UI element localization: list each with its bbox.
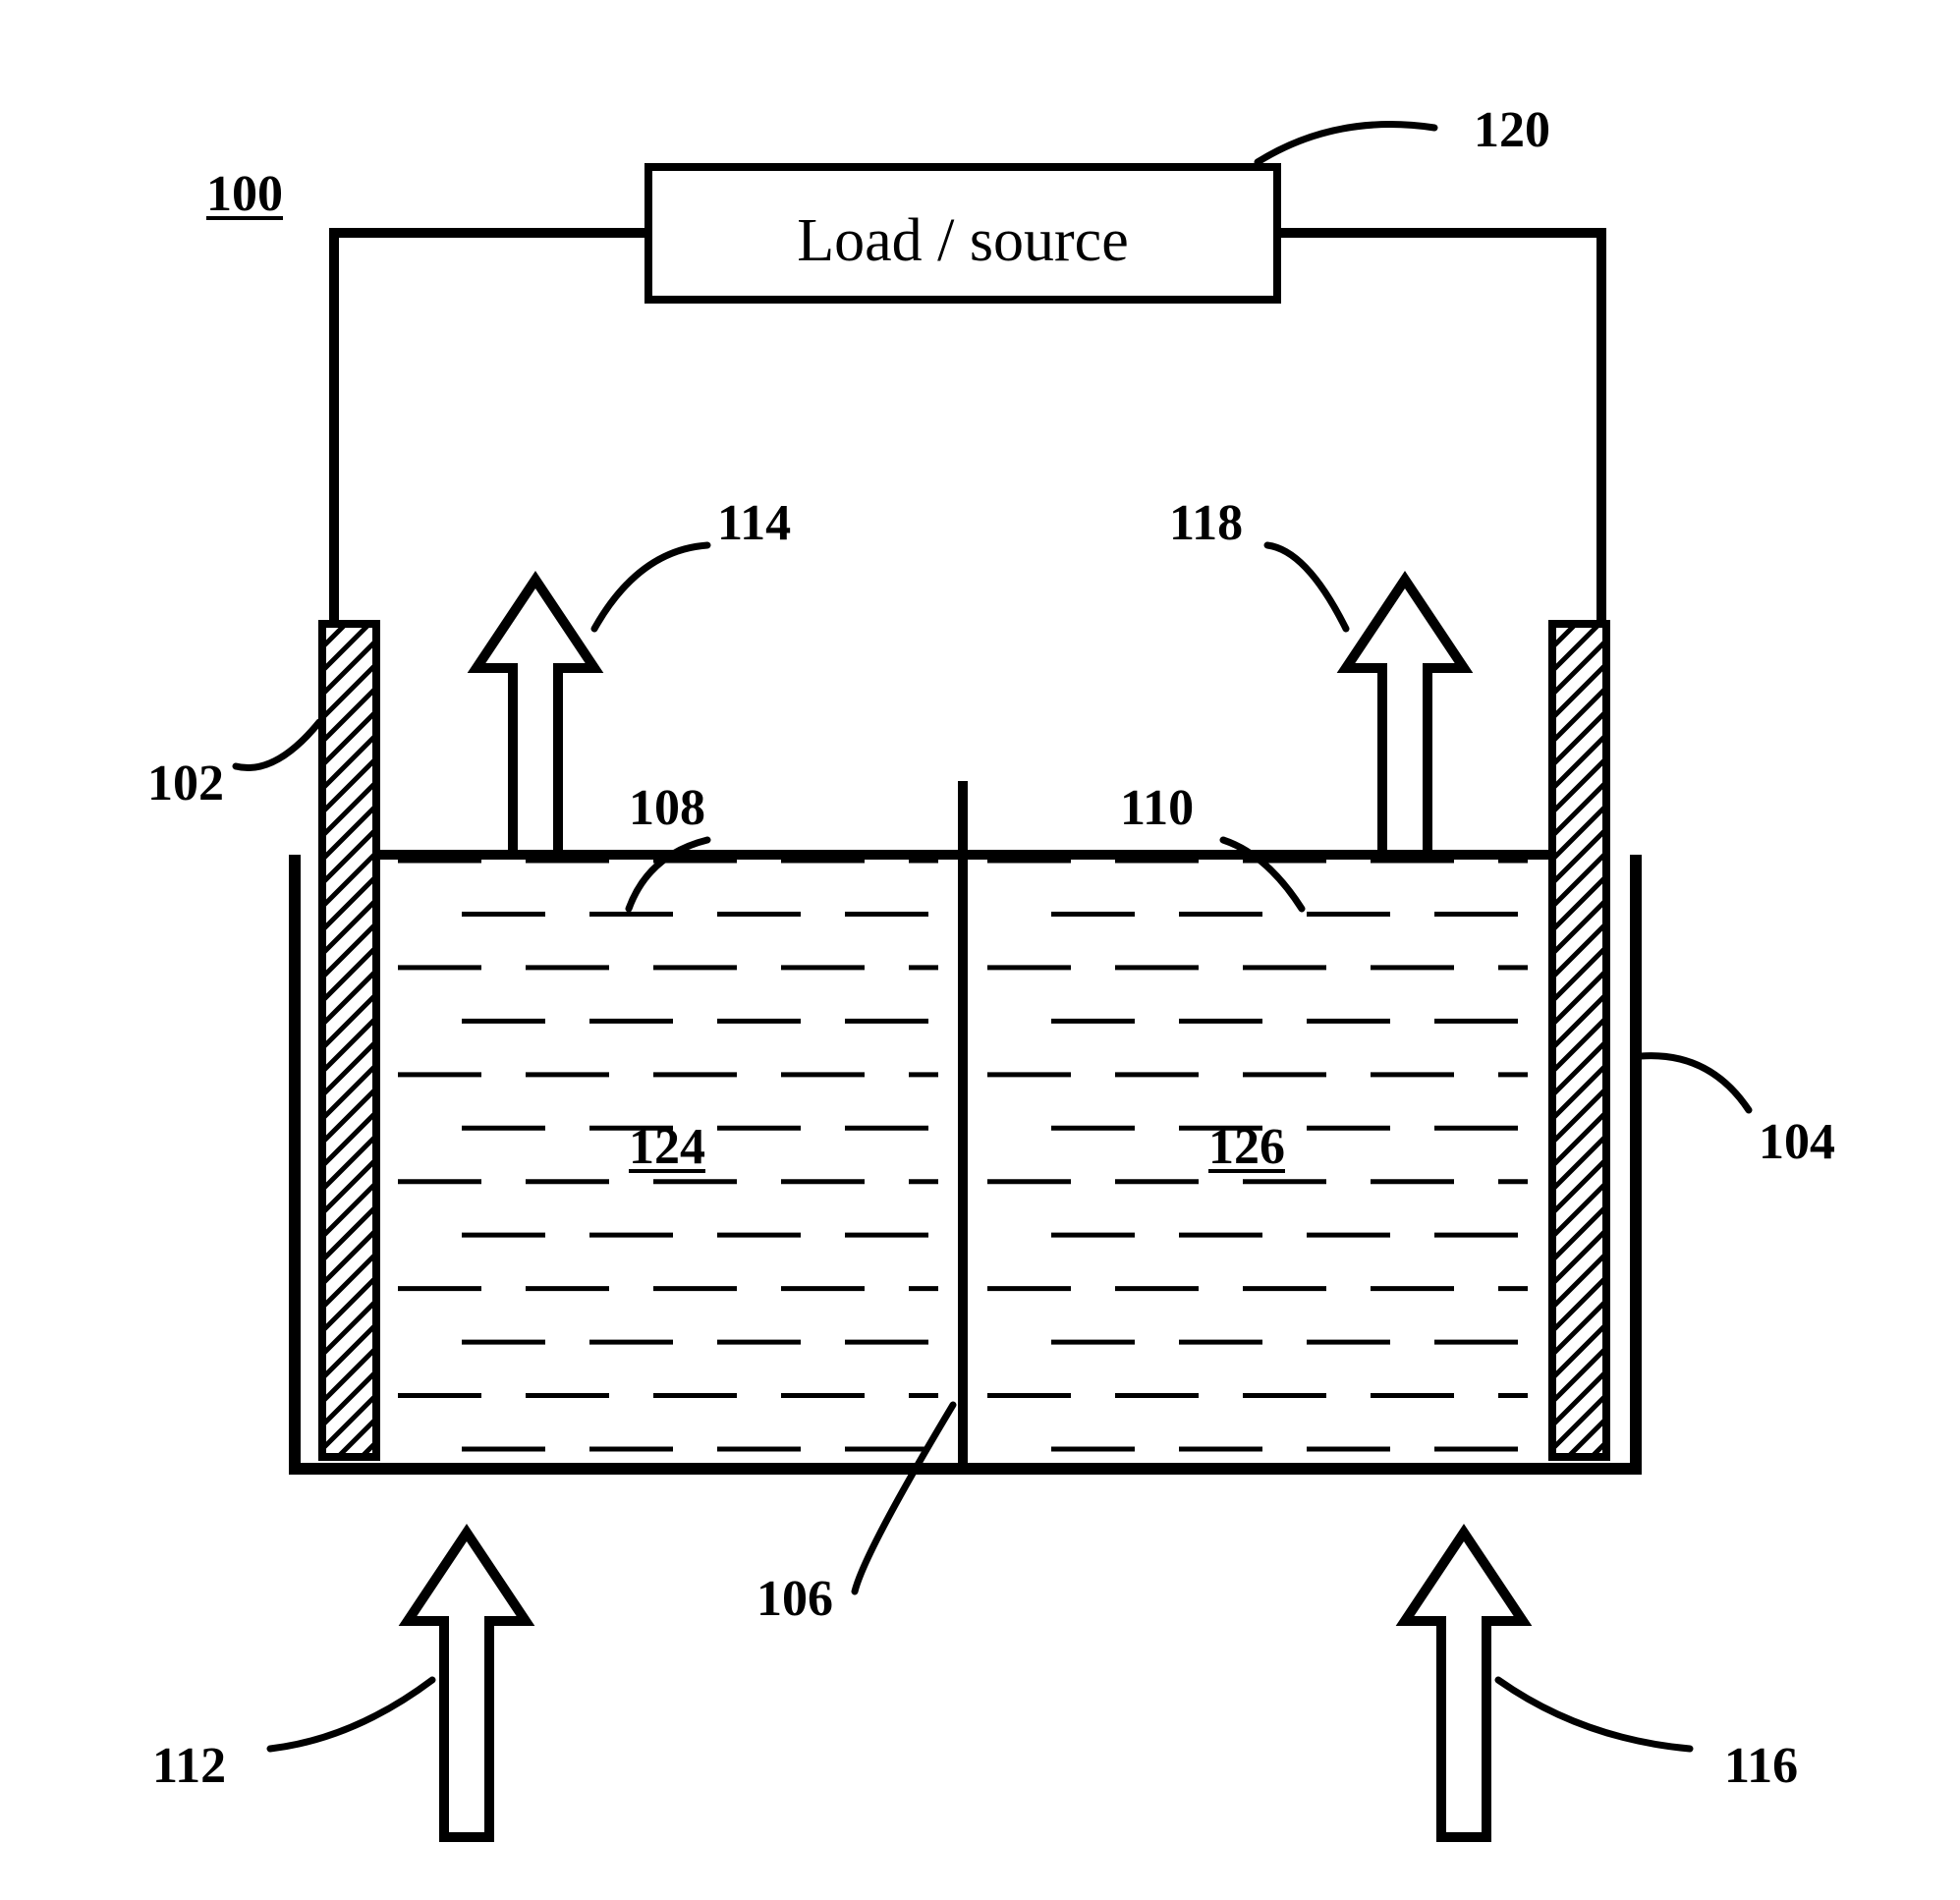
label-118: 118 bbox=[1169, 494, 1243, 552]
label-116: 116 bbox=[1724, 1737, 1798, 1795]
label-104: 104 bbox=[1759, 1113, 1835, 1171]
label-124: 124 bbox=[629, 1118, 705, 1176]
label-114: 114 bbox=[717, 494, 791, 552]
label-126: 126 bbox=[1208, 1118, 1285, 1176]
label-110: 110 bbox=[1120, 779, 1194, 837]
figure-ref: 100 bbox=[206, 165, 283, 223]
label-106: 106 bbox=[756, 1570, 833, 1628]
label-102: 102 bbox=[147, 754, 224, 812]
label-112: 112 bbox=[152, 1737, 226, 1795]
load-source-label: Load / source bbox=[797, 206, 1128, 276]
label-108: 108 bbox=[629, 779, 705, 837]
label-overlay: 100 Load / source 120 124 126 102 104 106 108 110… bbox=[0, 0, 1960, 1900]
label-120: 120 bbox=[1474, 101, 1550, 159]
